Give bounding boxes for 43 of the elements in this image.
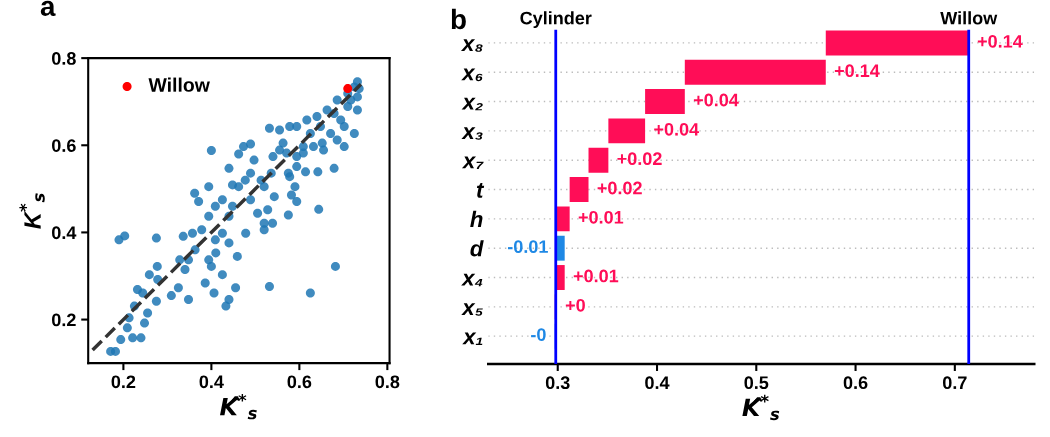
data-label: +0.02 [597, 181, 642, 195]
x-tick-label: 0.2 [111, 375, 136, 389]
y-tick-label: x₇ [461, 156, 484, 169]
x-tick-label: 0.4 [199, 375, 224, 389]
y-tick-label: 0.2 [52, 313, 76, 327]
y-tick-label: x₁ [462, 332, 483, 345]
data-label: -0 [531, 328, 546, 342]
x-tick-label: 0.6 [287, 375, 312, 389]
y-tick-label: x₂ [461, 97, 483, 111]
data-label: +0.02 [617, 152, 662, 166]
y-tick-label: h [470, 210, 483, 227]
y-tick-label: x₄ [461, 273, 483, 287]
legend-label: Willow [148, 77, 210, 92]
data-label: +0.14 [834, 64, 880, 78]
data-label: -0.01 [507, 240, 548, 254]
data-label: +0 [565, 298, 585, 312]
chart-title: b [451, 8, 466, 30]
ref-line-label: Cylinder [520, 11, 592, 29]
y-tick-label: 0.4 [52, 226, 77, 240]
y-tick-label: d [470, 240, 484, 257]
data-label: +0.01 [578, 210, 624, 224]
y-tick-label: x₃ [461, 127, 483, 140]
y-tick-label: 0.6 [52, 139, 76, 152]
x-tick-label: 0.3 [545, 376, 570, 390]
y-axis-title: K$^{*}$$_{s}$ [19, 193, 45, 229]
data-label: +0.04 [693, 93, 739, 107]
y-tick-label: x₈ [461, 39, 483, 52]
data-label: +0.04 [654, 122, 700, 136]
x-axis-title: K̂$^{*}$$_{s}$ [742, 394, 780, 421]
x-tick-label: 0.6 [843, 376, 868, 390]
data-label: +0.01 [573, 269, 619, 283]
x-tick-label: 0.8 [375, 375, 400, 389]
chart-title: a [40, 0, 56, 17]
ref-line-label: Willow [940, 11, 998, 25]
y-tick-label: t [476, 183, 485, 198]
x-tick-label: 0.5 [744, 376, 769, 390]
x-tick-label: 0.7 [943, 376, 967, 390]
x-axis-title: K̂$^{*}$$_{s}$ [220, 393, 257, 420]
x-tick-label: 0.4 [645, 376, 670, 390]
data-label: +0.14 [977, 34, 1023, 48]
y-tick-label: x₅ [461, 303, 483, 316]
y-tick-label: 0.8 [52, 52, 76, 65]
y-tick-label: x₆ [461, 68, 483, 82]
